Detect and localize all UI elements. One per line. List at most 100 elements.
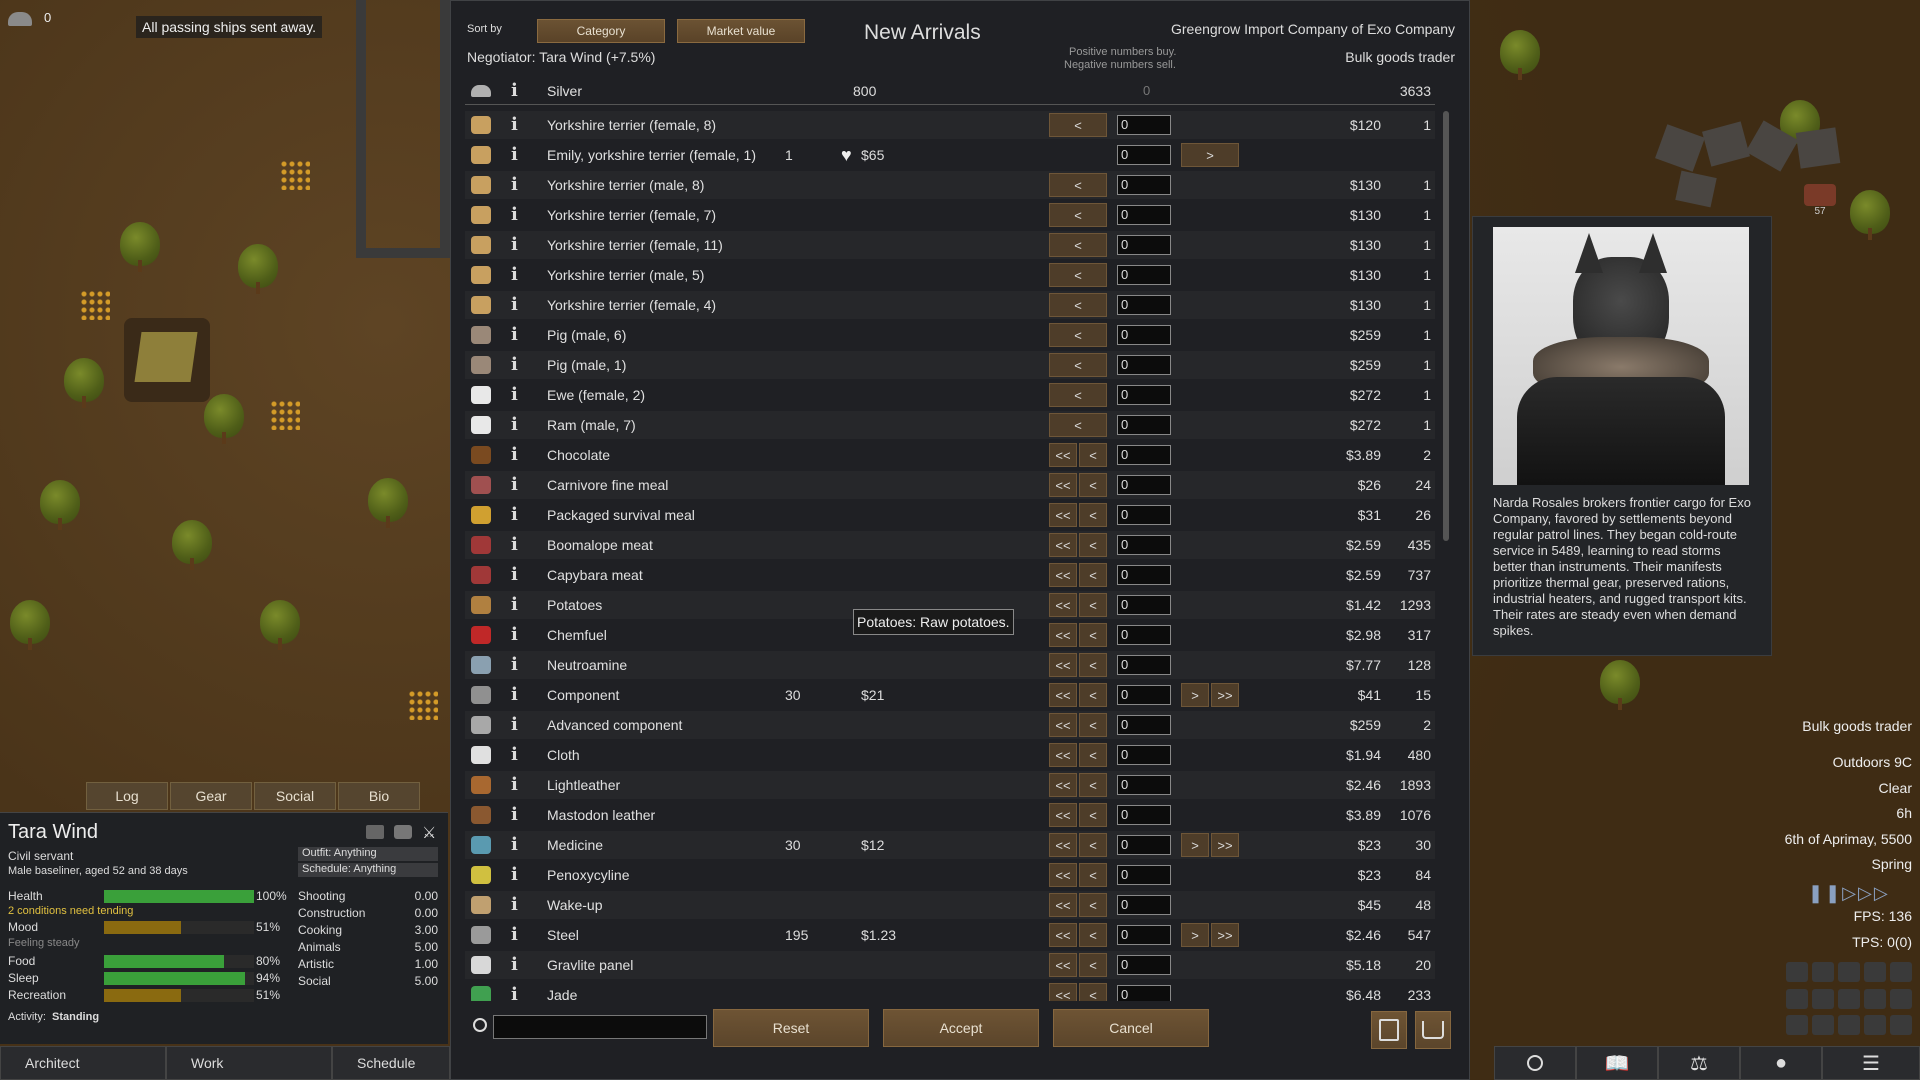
quantity-input[interactable]: 0 xyxy=(1117,115,1171,135)
buy-one-button[interactable]: < xyxy=(1079,983,1107,1001)
buy-one-button[interactable]: < xyxy=(1079,533,1107,557)
buy-all-button[interactable]: << xyxy=(1049,563,1077,587)
sell-one-button[interactable]: > xyxy=(1181,683,1209,707)
buy-all-button[interactable]: << xyxy=(1049,983,1077,1001)
quantity-input[interactable]: 0 xyxy=(1117,385,1171,405)
quantity-input[interactable]: 0 xyxy=(1117,175,1171,195)
info-icon[interactable]: i xyxy=(511,234,518,255)
cancel-button[interactable]: Cancel xyxy=(1053,1009,1209,1047)
buy-one-button[interactable]: < xyxy=(1079,863,1107,887)
tab-bio[interactable]: Bio xyxy=(338,782,420,810)
tab-social[interactable]: Social xyxy=(254,782,336,810)
buy-one-button[interactable]: < xyxy=(1079,773,1107,797)
trader-label-right[interactable]: Bulk goods trader xyxy=(1802,718,1912,734)
buy-all-button[interactable]: << xyxy=(1049,773,1077,797)
buy-one-button[interactable]: < xyxy=(1079,893,1107,917)
overlay-toggle-icon[interactable] xyxy=(1838,1015,1860,1036)
overlay-toggle-icon[interactable] xyxy=(1838,988,1860,1009)
overlay-toggle-icon[interactable] xyxy=(1786,1015,1808,1036)
info-icon[interactable]: i xyxy=(511,834,518,855)
sell-one-button[interactable]: > xyxy=(1181,923,1209,947)
quantity-input[interactable]: 0 xyxy=(1117,145,1171,165)
gift-mode-button[interactable] xyxy=(1371,1011,1407,1049)
overlay-toggle-icon[interactable] xyxy=(1786,988,1808,1009)
quantity-input[interactable]: 0 xyxy=(1117,295,1171,315)
pause-icon[interactable]: ❚❚ xyxy=(1808,883,1843,903)
buy-all-button[interactable]: << xyxy=(1049,683,1077,707)
quantity-input[interactable]: 0 xyxy=(1117,835,1171,855)
info-icon[interactable]: i xyxy=(511,144,518,165)
info-icon[interactable]: i xyxy=(511,354,518,375)
menu-button[interactable]: ☰ xyxy=(1822,1046,1920,1080)
buy-one-button[interactable]: < xyxy=(1049,113,1107,137)
info-icon[interactable]: i xyxy=(511,564,518,585)
buy-one-button[interactable]: < xyxy=(1079,443,1107,467)
conditions-warning[interactable]: 2 conditions need tending xyxy=(8,905,134,917)
info-icon[interactable]: i xyxy=(511,774,518,795)
quantity-input[interactable]: 0 xyxy=(1117,445,1171,465)
quantity-input[interactable]: 0 xyxy=(1117,535,1171,555)
buy-all-button[interactable]: << xyxy=(1049,833,1077,857)
info-icon[interactable]: i xyxy=(511,444,518,465)
overlay-toggle-icon[interactable] xyxy=(1812,962,1834,982)
overlay-toggle-icon[interactable] xyxy=(1864,988,1886,1009)
buy-one-button[interactable]: < xyxy=(1079,713,1107,737)
accept-button[interactable]: Accept xyxy=(883,1009,1039,1047)
overlay-toggle-icon[interactable] xyxy=(1864,1015,1886,1036)
info-icon[interactable]: i xyxy=(511,624,518,645)
quantity-input[interactable]: 0 xyxy=(1117,745,1171,765)
quantity-input[interactable]: 0 xyxy=(1117,805,1171,825)
fast-icon[interactable]: ▷▷ xyxy=(1858,883,1890,903)
sell-all-button[interactable]: >> xyxy=(1211,683,1239,707)
overlay-toggle-icon[interactable] xyxy=(1890,988,1912,1009)
sell-one-button[interactable]: > xyxy=(1181,143,1239,167)
sort-market-value-button[interactable]: Market value xyxy=(677,19,805,43)
overlay-toggle-icon[interactable] xyxy=(1838,962,1860,982)
tab-log[interactable]: Log xyxy=(86,782,168,810)
overlay-toggle-icon[interactable] xyxy=(1812,988,1834,1009)
info-icon[interactable]: i xyxy=(511,804,518,825)
quantity-input[interactable]: 0 xyxy=(1117,505,1171,525)
info-icon[interactable]: i xyxy=(511,594,518,615)
sell-all-button[interactable]: >> xyxy=(1211,923,1239,947)
buy-all-button[interactable]: << xyxy=(1049,923,1077,947)
buy-one-button[interactable]: < xyxy=(1079,563,1107,587)
buy-all-button[interactable]: << xyxy=(1049,713,1077,737)
search-input[interactable] xyxy=(493,1015,707,1039)
buy-one-button[interactable]: < xyxy=(1049,203,1107,227)
info-icon[interactable]: i xyxy=(511,534,518,555)
buy-all-button[interactable]: << xyxy=(1049,893,1077,917)
research-button[interactable]: 📖 xyxy=(1576,1046,1658,1080)
info-icon[interactable]: i xyxy=(511,504,518,525)
colony-indicator[interactable]: 0 xyxy=(8,10,56,30)
buy-one-button[interactable]: < xyxy=(1079,653,1107,677)
architect-tab[interactable]: Architect xyxy=(0,1046,166,1080)
quantity-input[interactable]: 0 xyxy=(1117,355,1171,375)
info-icon[interactable]: i xyxy=(511,924,518,945)
quantity-input[interactable]: 0 xyxy=(1117,655,1171,675)
overlay-toggle-icon[interactable] xyxy=(1786,962,1808,982)
quantity-input[interactable]: 0 xyxy=(1117,715,1171,735)
buy-all-button[interactable]: << xyxy=(1049,863,1077,887)
info-icon[interactable]: i xyxy=(511,114,518,135)
quantity-input[interactable]: 0 xyxy=(1117,595,1171,615)
sell-all-button[interactable]: >> xyxy=(1211,833,1239,857)
overlay-toggle-icon[interactable] xyxy=(1890,1015,1912,1036)
buy-one-button[interactable]: < xyxy=(1049,383,1107,407)
buy-one-button[interactable]: < xyxy=(1049,293,1107,317)
quantity-input[interactable]: 0 xyxy=(1117,325,1171,345)
reset-button[interactable]: Reset xyxy=(713,1009,869,1047)
buy-all-button[interactable]: << xyxy=(1049,953,1077,977)
info-icon[interactable]: i xyxy=(511,684,518,705)
info-icon[interactable]: i xyxy=(511,954,518,975)
info-icon[interactable]: i xyxy=(511,204,518,225)
buy-one-button[interactable]: < xyxy=(1049,173,1107,197)
info-icon[interactable]: i xyxy=(511,984,518,1001)
quantity-input[interactable]: 0 xyxy=(1117,265,1171,285)
overlay-toggle-icon[interactable] xyxy=(1812,1015,1834,1036)
corpse-marker[interactable]: 57 xyxy=(1804,184,1836,224)
quantity-input[interactable]: 0 xyxy=(1117,895,1171,915)
quantity-input[interactable]: 0 xyxy=(1117,925,1171,945)
camera-icon[interactable] xyxy=(394,825,412,839)
buy-one-button[interactable]: < xyxy=(1049,263,1107,287)
